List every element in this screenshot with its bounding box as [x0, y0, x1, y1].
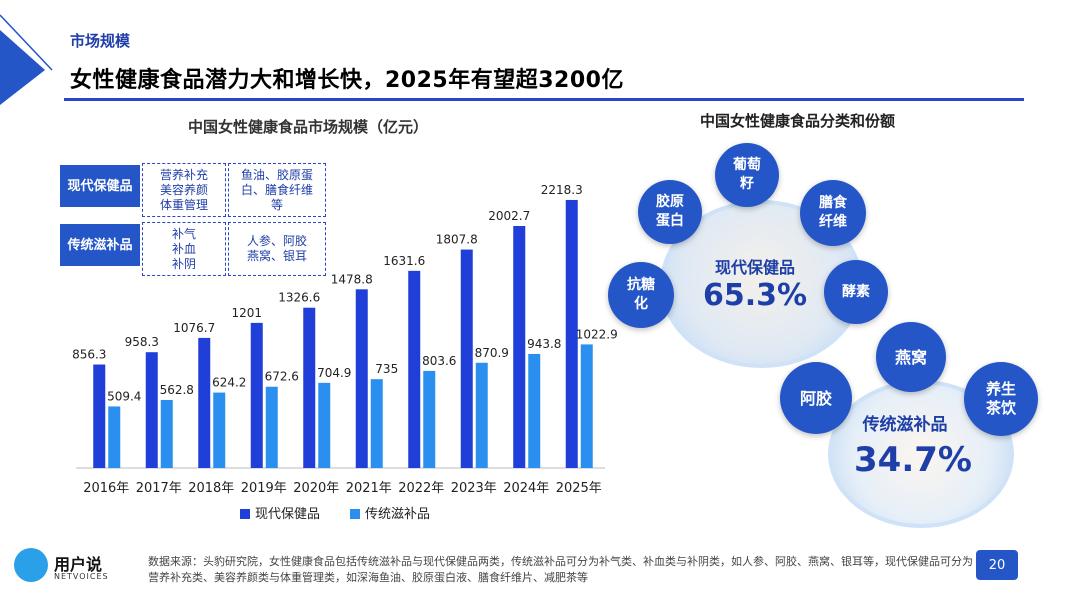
x-tick-label: 2025年 — [556, 481, 602, 496]
traditional-share-percent: 34.7% — [854, 440, 972, 480]
x-tick-label: 2017年 — [136, 481, 182, 496]
data-source-note: 数据来源：头豹研究院，女性健康食品包括传统滋补品与现代保健品两类，传统滋补品可分… — [148, 555, 973, 584]
bar-traditional — [370, 379, 383, 468]
bar-chart-title: 中国女性健康食品市场规模（亿元） — [188, 118, 429, 136]
section-label: 市场规模 — [70, 32, 131, 50]
bar-traditional — [265, 386, 278, 468]
bar-traditional — [160, 399, 173, 468]
modern-share-percent: 65.3% — [702, 278, 808, 313]
data-label-traditional: 562.8 — [160, 383, 194, 397]
data-label-traditional: 870.9 — [475, 346, 509, 360]
category-box-traditional-types: 补气 补血 补阴 — [142, 222, 226, 276]
data-label-modern: 1807.8 — [436, 233, 478, 247]
data-label-traditional: 624.2 — [212, 376, 246, 390]
legend-label-traditional: 传统滋补品 — [365, 507, 430, 522]
bar-traditional — [528, 353, 541, 468]
data-label-traditional: 735 — [375, 362, 398, 376]
bar-modern — [250, 322, 263, 468]
corner-decoration — [0, 14, 53, 105]
category-box-traditional-examples: 人参、阿胶 燕窝、银耳 — [228, 222, 326, 276]
bubble-wellness-tea: 养生 茶饮 — [964, 362, 1038, 436]
bar-traditional — [213, 392, 226, 468]
bar-traditional — [475, 362, 488, 468]
bar-modern — [565, 199, 578, 468]
brand-subtitle: NETVOICES — [54, 572, 109, 581]
bubble-grape-seed: 葡萄 籽 — [715, 143, 779, 207]
traditional-share-label: 传统滋补品 — [862, 415, 948, 435]
data-label-modern: 856.3 — [72, 348, 106, 362]
brand-name: 用户说 — [54, 555, 103, 574]
bar-traditional — [108, 406, 121, 468]
page-number: 20 — [976, 550, 1018, 580]
bar-traditional — [318, 382, 331, 468]
data-label-traditional: 1022.9 — [576, 327, 618, 341]
brand-logo-icon — [14, 548, 48, 582]
bubble-donkey-hide-gelatin: 阿胶 — [780, 362, 852, 434]
category-label-traditional: 传统滋补品 — [60, 224, 140, 266]
bubble-enzyme: 酵素 — [824, 260, 888, 324]
x-tick-label: 2023年 — [451, 481, 497, 496]
bar-modern — [145, 352, 158, 468]
x-tick-label: 2016年 — [83, 481, 129, 496]
x-tick-label: 2022年 — [398, 481, 444, 496]
share-title: 中国女性健康食品分类和份额 — [700, 112, 896, 130]
bar-modern — [355, 289, 368, 468]
bar-modern — [303, 307, 316, 468]
category-box-modern-types: 营养补充 美容养颜 体重管理 — [142, 163, 226, 217]
data-label-modern: 2002.7 — [488, 209, 530, 223]
bar-traditional — [580, 344, 593, 468]
legend-label-modern: 现代保健品 — [255, 507, 320, 522]
data-label-modern: 958.3 — [125, 335, 159, 349]
data-label-modern: 1631.6 — [383, 254, 425, 268]
category-label-modern: 现代保健品 — [60, 165, 140, 207]
category-box-modern-examples: 鱼油、胶原蛋 白、膳食纤维 等 — [228, 163, 326, 217]
bar-modern — [513, 226, 526, 468]
x-tick-label: 2024年 — [503, 481, 549, 496]
data-label-modern: 1076.7 — [173, 321, 215, 335]
data-label-traditional: 672.6 — [265, 370, 299, 384]
data-label-modern: 2218.3 — [541, 183, 583, 197]
title-divider — [64, 98, 1024, 101]
data-label-traditional: 704.9 — [317, 366, 351, 380]
bubble-birds-nest: 燕窝 — [876, 322, 946, 392]
x-tick-label: 2019年 — [241, 481, 287, 496]
bubble-dietary-fiber: 膳食 纤维 — [800, 180, 866, 246]
modern-share-label: 现代保健品 — [714, 258, 795, 277]
data-label-modern: 1478.8 — [331, 272, 373, 286]
bar-modern — [460, 249, 473, 468]
x-tick-label: 2018年 — [188, 481, 234, 496]
bubble-anti-glycation: 抗糖 化 — [608, 262, 674, 328]
data-label-traditional: 803.6 — [422, 354, 456, 368]
x-tick-label: 2021年 — [346, 481, 392, 496]
data-label-traditional: 943.8 — [527, 337, 561, 351]
legend-swatch-traditional — [350, 509, 360, 519]
data-label-traditional: 509.4 — [107, 389, 141, 403]
data-label-modern: 1201 — [231, 306, 262, 320]
bar-modern — [408, 270, 421, 468]
x-tick-label: 2020年 — [293, 481, 339, 496]
bar-chart: 856.3 509.4 2016年 958.3 562.8 2017年 1076.7 624.… — [72, 183, 618, 522]
legend-swatch-modern — [240, 509, 250, 519]
data-label-modern: 1326.6 — [278, 291, 320, 305]
page-title: 女性健康食品潜力大和增长快，2025年有望超3200亿 — [70, 68, 624, 93]
bar-modern — [198, 337, 211, 468]
bar-modern — [93, 364, 106, 468]
bubble-collagen: 胶原 蛋白 — [638, 180, 702, 244]
bar-traditional — [423, 370, 436, 468]
